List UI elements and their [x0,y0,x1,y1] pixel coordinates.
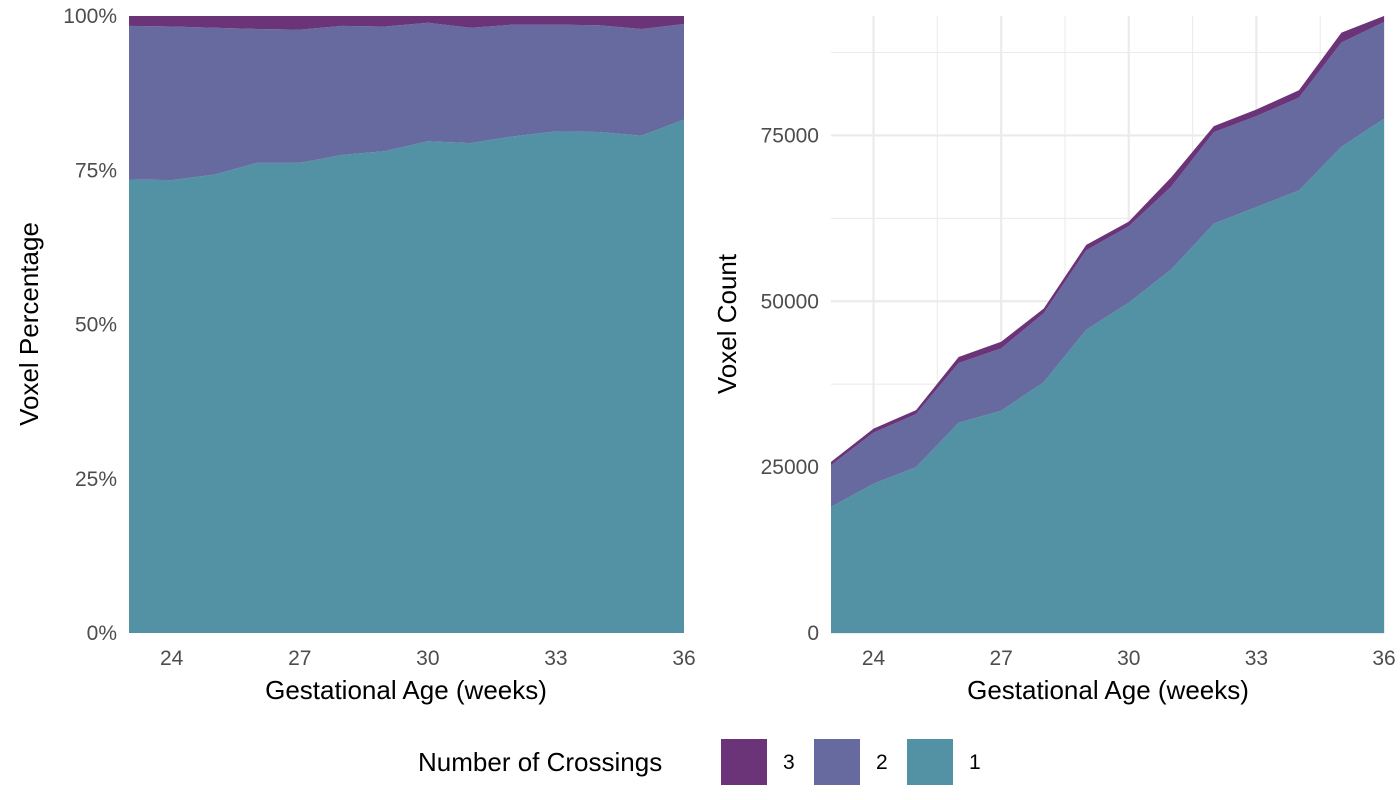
legend-key-1 [907,739,953,785]
count-x-tick-label: 36 [1372,647,1395,670]
percentage-x-tick-label: 24 [160,647,184,670]
legend-title: Number of Crossings [418,747,662,777]
count-x-tick-label: 33 [1245,647,1268,670]
percentage-area-series-3 [129,16,684,30]
legend-label-2: 2 [876,751,888,774]
count-y-tick-label: 0 [807,622,819,645]
count-y-tick-label: 25000 [761,456,819,479]
count-y-ticks: 0 25000 50000 75000 [761,124,819,645]
percentage-area-series-2 [129,22,684,181]
legend-key-2 [814,739,860,785]
count-area-series-2 [831,21,1384,507]
percentage-x-tick-label: 30 [416,647,439,670]
count-y-axis-title: Voxel Count [712,253,742,394]
count-area-series-1 [831,118,1384,634]
count-y-tick-label: 50000 [761,290,819,313]
percentage-y-tick-label: 100% [63,5,117,28]
percentage-x-tick-label: 27 [288,647,311,670]
count-x-tick-label: 27 [989,647,1012,670]
legend-key-3 [721,739,767,785]
legend: Number of Crossings 3 2 1 [418,739,981,785]
percentage-y-tick-label: 0% [87,622,117,645]
count-x-axis-title: Gestational Age (weeks) [967,675,1249,705]
percentage-x-tick-label: 33 [544,647,567,670]
count-chart: 24 27 30 33 36 0 25000 50000 75000 Gestational … [712,16,1396,705]
count-y-tick-label: 75000 [761,124,819,147]
count-x-tick-label: 30 [1117,647,1140,670]
percentage-y-ticks: 0% 25% 50% 75% 100% [63,5,117,645]
legend-label-3: 3 [783,751,795,774]
percentage-y-tick-label: 50% [75,314,117,337]
legend-label-1: 1 [969,751,981,774]
percentage-chart: 24 27 30 33 36 0% 25% 50% 75% 100% Gestational A… [14,5,696,705]
percentage-areas [129,16,684,633]
percentage-y-axis-title: Voxel Percentage [14,222,44,426]
count-x-tick-label: 24 [862,647,886,670]
percentage-area-series-1 [129,119,684,633]
percentage-y-tick-label: 25% [75,468,117,491]
count-x-ticks: 24 27 30 33 36 [862,647,1396,670]
count-areas [831,16,1384,634]
percentage-x-ticks: 24 27 30 33 36 [160,647,696,670]
percentage-y-tick-label: 75% [75,159,117,182]
percentage-x-axis-title: Gestational Age (weeks) [265,675,547,705]
percentage-x-tick-label: 36 [672,647,695,670]
